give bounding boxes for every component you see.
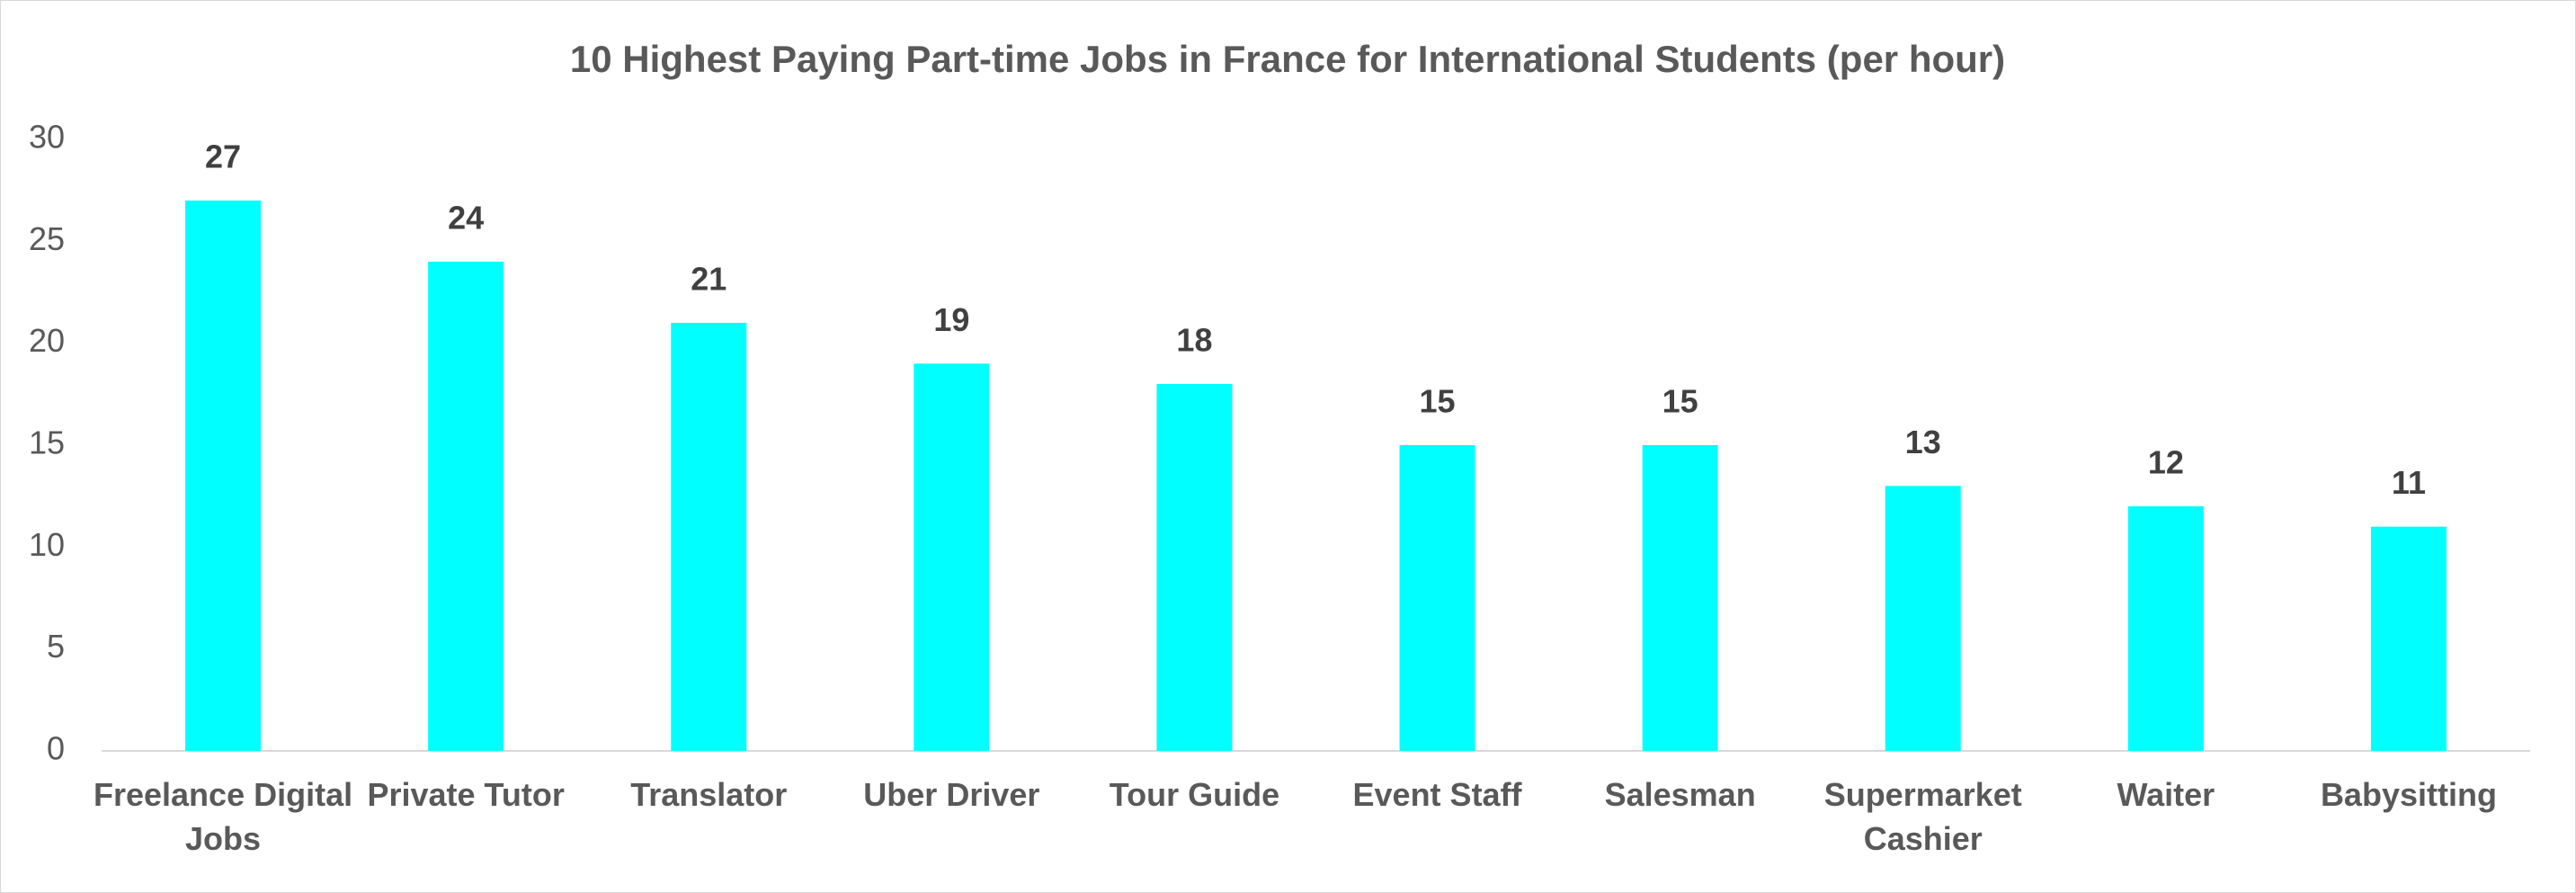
x-tick-label: Salesman [1605, 776, 1756, 813]
data-label: 21 [691, 261, 726, 298]
y-tick-label: 10 [29, 526, 65, 563]
x-tick-label: Freelance Digital Jobs [94, 776, 352, 857]
x-tick-label: Uber Driver [863, 776, 1039, 813]
bar [1885, 486, 1961, 751]
data-label: 11 [2392, 464, 2426, 501]
data-label: 18 [1176, 322, 1212, 359]
y-tick-label: 5 [47, 628, 65, 665]
x-tick-label: Babysitting [2321, 776, 2497, 813]
y-tick-label: 30 [29, 119, 65, 156]
data-label: 15 [1420, 383, 1456, 420]
bar [671, 323, 747, 751]
y-tick-label: 25 [29, 220, 65, 257]
x-tick-label: Private Tutor [367, 776, 564, 813]
x-tick-label: Event Staff [1353, 776, 1523, 813]
x-tick-label: Waiter [2117, 776, 2215, 813]
y-tick-label: 20 [29, 322, 65, 359]
data-label: 13 [1905, 424, 1941, 460]
bar [1642, 445, 1718, 751]
x-tick-label: Supermarket Cashier [1824, 776, 2022, 857]
data-label: 15 [1662, 383, 1698, 420]
bar [2127, 506, 2204, 751]
x-tick-label: Translator [630, 776, 787, 813]
bar [1156, 384, 1233, 751]
data-label: 12 [2148, 444, 2184, 481]
bar [1399, 445, 1475, 751]
data-label: 27 [205, 138, 241, 175]
y-tick-label: 0 [47, 730, 65, 767]
chart-title: 10 Highest Paying Part-time Jobs in Fran… [570, 38, 2005, 80]
x-tick-label: Tour Guide [1110, 776, 1279, 813]
data-label: 19 [933, 301, 969, 338]
bar [914, 363, 990, 751]
data-label: 24 [448, 200, 484, 237]
bar [2370, 526, 2447, 751]
bar [185, 201, 262, 751]
y-tick-label: 15 [29, 424, 65, 461]
bar [428, 262, 504, 751]
